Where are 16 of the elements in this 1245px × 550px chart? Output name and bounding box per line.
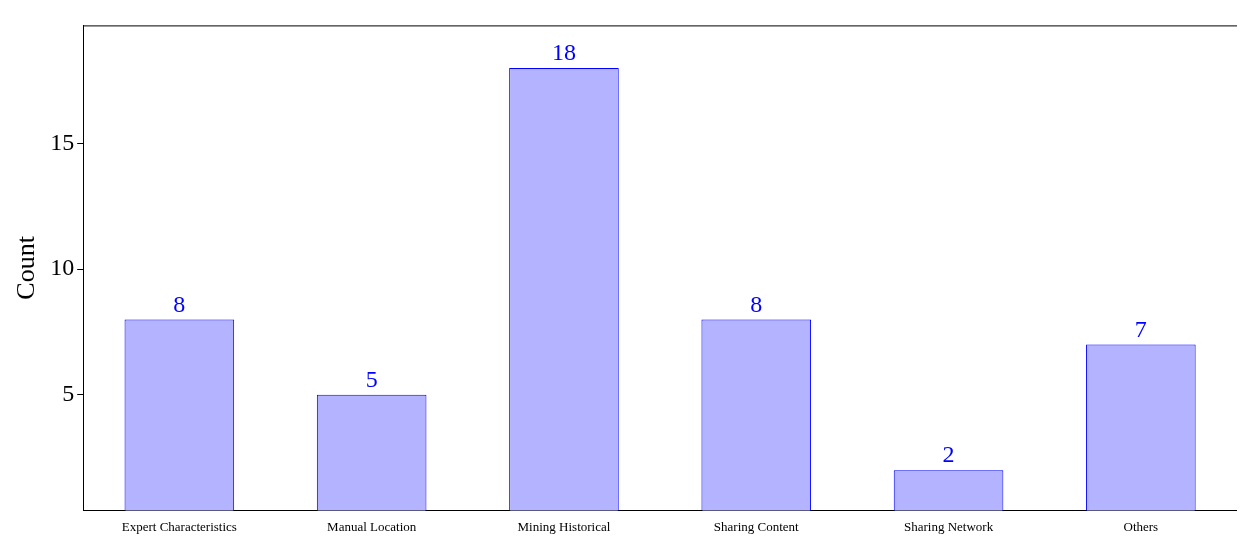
x-tick-label: Others — [1123, 518, 1159, 534]
data-label: 8 — [173, 290, 186, 317]
x-tick-label: Sharing Content — [713, 518, 800, 534]
y-tick-label: 15 — [50, 128, 75, 155]
data-label: 18 — [551, 39, 576, 66]
x-tick-label: Mining Historical — [517, 518, 611, 534]
y-tick-label: 5 — [62, 380, 75, 407]
y-tick-label: 10 — [50, 254, 75, 281]
data-label: 8 — [750, 290, 763, 317]
x-tick-label: Expert Characteristics — [121, 518, 237, 534]
y-axis-title: Count — [11, 235, 41, 300]
data-label: 2 — [942, 441, 955, 468]
x-tick-label: Sharing Network — [903, 518, 994, 534]
data-label: 7 — [1134, 315, 1147, 342]
x-tick-label: Manual Location — [327, 518, 417, 534]
data-label: 5 — [365, 366, 378, 393]
